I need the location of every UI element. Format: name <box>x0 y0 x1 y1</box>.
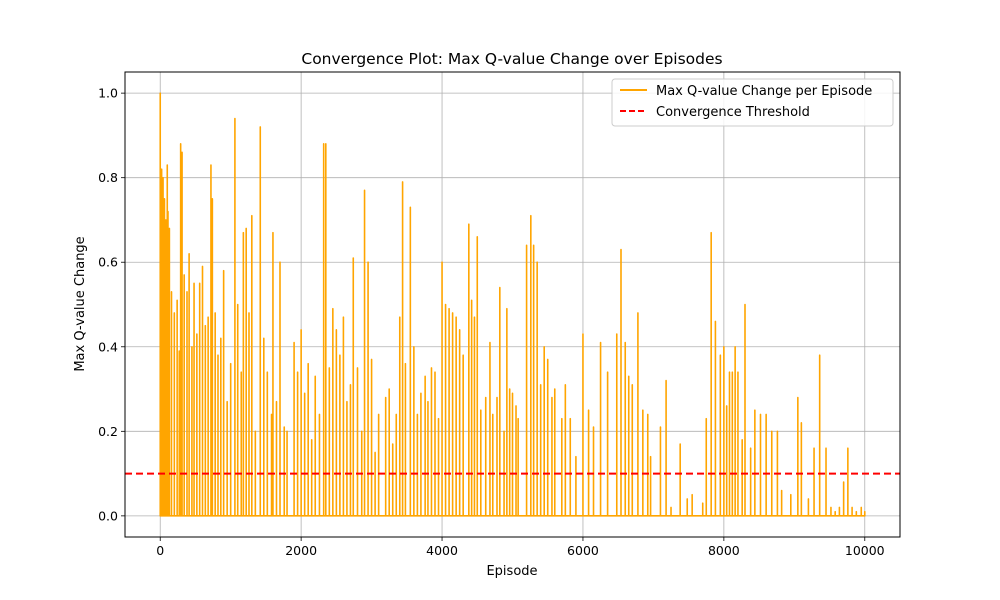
x-tick-label: 4000 <box>426 543 458 558</box>
y-tick-label: 0.8 <box>98 170 118 185</box>
x-tick-label: 2000 <box>285 543 317 558</box>
plot-series-layer <box>125 92 900 517</box>
x-axis-title: Episode <box>486 564 537 579</box>
y-tick-label: 0.0 <box>98 508 118 523</box>
y-tick-label: 0.6 <box>98 255 118 270</box>
plot-frame <box>124 71 901 538</box>
series-line-q-change <box>159 92 866 517</box>
x-tick-label: 6000 <box>567 543 599 558</box>
x-tick-label: 8000 <box>708 543 740 558</box>
x-tick-label: 0 <box>156 543 164 558</box>
y-tick-label: 0.4 <box>98 339 118 354</box>
x-tick-label: 10000 <box>845 543 885 558</box>
y-tick-label: 1.0 <box>98 86 118 101</box>
legend-label-threshold: Convergence Threshold <box>656 105 810 120</box>
legend-box <box>611 78 894 127</box>
legend-label-q-change: Max Q-value Change per Episode <box>656 84 872 99</box>
y-tick-label: 0.2 <box>98 424 118 439</box>
chart-title: Convergence Plot: Max Q-value Change ove… <box>301 50 722 68</box>
legend: Max Q-value Change per Episode Convergen… <box>611 78 894 127</box>
ticks-layer: 0 2000 4000 6000 8000 10000 0.0 0.2 0.4 0.6 0.8 1.0 <box>98 86 885 558</box>
y-axis-title: Max Q-value Change <box>73 236 88 371</box>
